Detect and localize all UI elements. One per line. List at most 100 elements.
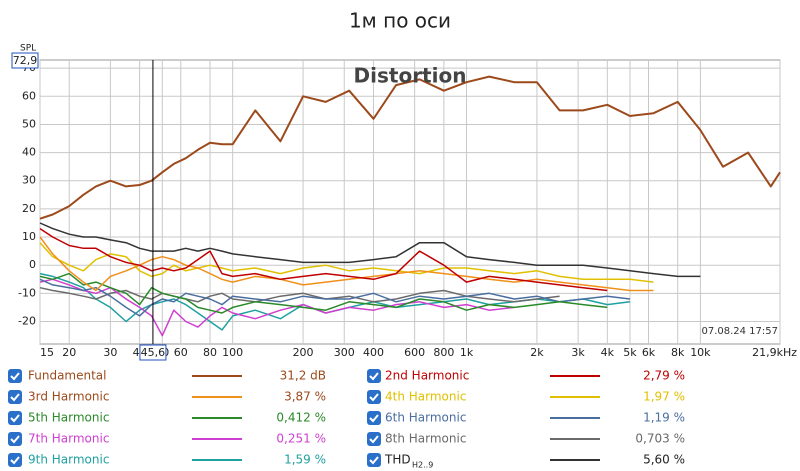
legend-entry: 6th Harmonic 1,19 %: [367, 411, 685, 425]
legend-label: Fundamental: [28, 369, 107, 383]
legend-entry: 2nd Harmonic 2,79 %: [367, 369, 685, 383]
legend-label: THD: [384, 453, 411, 467]
cursor-x-box: [139, 344, 167, 361]
axis-labels: -20-100102030405060701520304050608010020…: [18, 61, 797, 359]
checkbox-check[interactable]: [10, 372, 20, 381]
series-line: [39, 75, 781, 220]
cursor-y-label: 72,9: [13, 54, 38, 67]
x-tick-label: 4k: [601, 346, 615, 359]
x-tick-label: 2k: [530, 346, 544, 359]
checkbox[interactable]: [367, 411, 381, 425]
checkbox-check[interactable]: [369, 456, 379, 465]
series-line: [39, 272, 608, 314]
x-tick-label: 3k: [571, 346, 585, 359]
series-line: [39, 242, 654, 283]
x-tick-label: 6k: [642, 346, 656, 359]
checkbox-check[interactable]: [10, 414, 20, 423]
legend-readout: 5,60 %: [643, 453, 685, 467]
y-tick-label: -10: [18, 286, 36, 299]
legend-entry: THD H2..9 5,60 %: [367, 453, 685, 470]
checkbox[interactable]: [367, 369, 381, 383]
checkbox[interactable]: [8, 432, 22, 446]
legend-readout: 0,412 %: [276, 411, 326, 425]
legend-entry: 9th Harmonic 1,59 %: [8, 453, 326, 467]
checkbox-box[interactable]: [367, 432, 381, 446]
checkbox-box[interactable]: [8, 369, 22, 383]
legend-readout: 1,97 %: [643, 390, 685, 404]
x-tick-label: 1k: [460, 346, 474, 359]
timestamp: 07.08.24 17:57: [701, 326, 778, 337]
x-tick-label: 10k: [690, 346, 711, 359]
chart-title: 1м по оси: [349, 9, 451, 33]
cursor: 45,6 72,9: [11, 52, 167, 361]
checkbox-box[interactable]: [8, 432, 22, 446]
x-tick-label: 30: [103, 346, 117, 359]
checkbox-check[interactable]: [369, 435, 379, 444]
legend-readout: 2,79 %: [643, 369, 685, 383]
series-line: [39, 278, 631, 317]
checkbox-check[interactable]: [369, 393, 379, 402]
checkbox-box[interactable]: [367, 369, 381, 383]
y-tick-label: 20: [22, 202, 36, 215]
legend-readout: 0,703 %: [635, 432, 685, 446]
legend: Fundamental 31,2 dB 2nd Harmonic 2,79 % 3rd …: [8, 369, 685, 470]
checkbox-box[interactable]: [8, 411, 22, 425]
legend-label: 9th Harmonic: [28, 453, 109, 467]
checkbox-box[interactable]: [367, 390, 381, 404]
legend-readout: 1,59 %: [284, 453, 326, 467]
legend-entry: 7th Harmonic 0,251 %: [8, 432, 326, 446]
checkbox[interactable]: [8, 453, 22, 467]
x-tick-label: 200: [293, 346, 314, 359]
chart-annotation: Distortion: [354, 64, 467, 88]
legend-label-sub: H2..9: [412, 461, 433, 470]
x-tick-label: 100: [222, 346, 243, 359]
checkbox-check[interactable]: [369, 414, 379, 423]
legend-label: 3rd Harmonic: [28, 390, 109, 404]
y-tick-label: 30: [22, 174, 36, 187]
checkbox-check[interactable]: [10, 435, 20, 444]
series-line: [39, 272, 631, 331]
legend-entry: 5th Harmonic 0,412 %: [8, 411, 326, 425]
legend-readout: 3,87 %: [284, 390, 326, 404]
y-tick-label: -20: [18, 314, 36, 327]
checkbox-box[interactable]: [367, 453, 381, 467]
checkbox-box[interactable]: [8, 453, 22, 467]
legend-entry: 4th Harmonic 1,97 %: [367, 390, 685, 404]
y-tick-label: 10: [22, 230, 36, 243]
series-line: [39, 222, 701, 278]
x-tick-label: 20: [62, 346, 76, 359]
checkbox-check[interactable]: [369, 372, 379, 381]
series-lines: [39, 75, 781, 337]
x-tick-label: 300: [334, 346, 355, 359]
legend-label: 5th Harmonic: [28, 411, 109, 425]
legend-readout: 0,251 %: [276, 432, 326, 446]
checkbox-box[interactable]: [367, 411, 381, 425]
y-tick-label: 60: [22, 89, 36, 102]
series-line: [39, 227, 608, 292]
x-tick-label: 15: [40, 346, 54, 359]
checkbox[interactable]: [367, 390, 381, 404]
x-tick-label: 800: [433, 346, 454, 359]
checkbox-check[interactable]: [10, 456, 20, 465]
legend-label: 6th Harmonic: [385, 411, 466, 425]
cursor-x-label: 45,6: [141, 346, 166, 359]
checkbox[interactable]: [367, 453, 381, 467]
x-tick-label: 80: [203, 346, 217, 359]
x-tick-label: 600: [404, 346, 425, 359]
checkbox[interactable]: [8, 369, 22, 383]
legend-label: 2nd Harmonic: [385, 369, 469, 383]
y-tick-label: 50: [22, 117, 36, 130]
y-tick-label: 0: [29, 258, 36, 271]
legend-label: 8th Harmonic: [385, 432, 466, 446]
legend-entry: 8th Harmonic 0,703 %: [367, 432, 685, 446]
legend-readout: 31,2 dB: [280, 369, 326, 383]
checkbox-box[interactable]: [8, 390, 22, 404]
cursor-y-box: [11, 52, 39, 69]
checkbox[interactable]: [8, 390, 22, 404]
x-tick-label: 8k: [671, 346, 685, 359]
checkbox[interactable]: [367, 432, 381, 446]
checkbox[interactable]: [8, 411, 22, 425]
checkbox-check[interactable]: [10, 393, 20, 402]
x-tick-label: 5k: [623, 346, 637, 359]
